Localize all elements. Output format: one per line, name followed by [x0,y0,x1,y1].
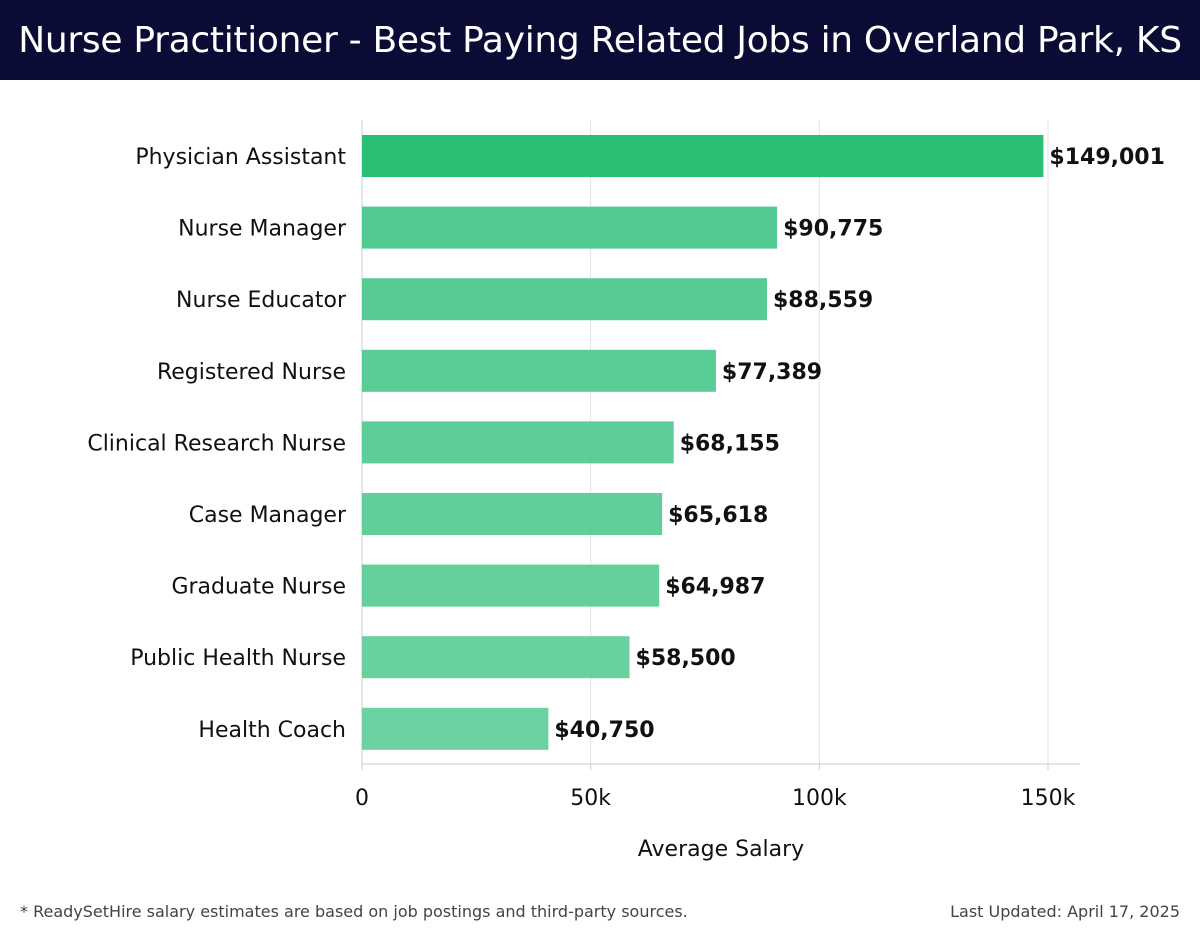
bar [362,636,630,679]
x-tick-label: 150k [1021,786,1076,811]
data-label: $68,155 [680,431,780,456]
chart-header: Nurse Practitioner - Best Paying Related… [0,0,1200,80]
category-label: Public Health Nurse [130,646,346,671]
footer-last-updated: Last Updated: April 17, 2025 [950,902,1180,921]
bar [362,421,674,464]
data-label: $64,987 [665,575,765,600]
data-label: $65,618 [668,503,768,528]
category-label: Clinical Research Nurse [87,431,346,456]
bar [362,206,778,249]
data-label: $90,775 [783,217,883,242]
chart-title: Nurse Practitioner - Best Paying Related… [18,20,1182,61]
data-label: $58,500 [636,646,736,671]
bar [362,493,663,535]
bar [362,564,660,607]
category-label: Registered Nurse [157,360,346,385]
data-label: $77,389 [722,360,822,385]
x-tick-label: 100k [792,786,847,811]
footer-disclaimer: * ReadySetHire salary estimates are base… [20,902,688,921]
data-label: $40,750 [554,718,654,743]
category-label: Health Coach [198,718,346,743]
category-label: Nurse Manager [178,217,347,242]
category-label: Case Manager [189,503,347,528]
x-axis-label: Average Salary [638,837,804,862]
bar [362,707,549,750]
category-label: Nurse Educator [176,288,347,313]
x-tick-label: 50k [570,786,611,811]
data-label: $149,001 [1049,145,1165,170]
bar [362,135,1044,177]
data-label: $88,559 [773,288,873,313]
category-label: Graduate Nurse [171,575,346,600]
category-label: Physician Assistant [135,145,346,170]
bar [362,278,768,321]
bar [362,349,716,392]
x-tick-label: 0 [355,786,369,811]
